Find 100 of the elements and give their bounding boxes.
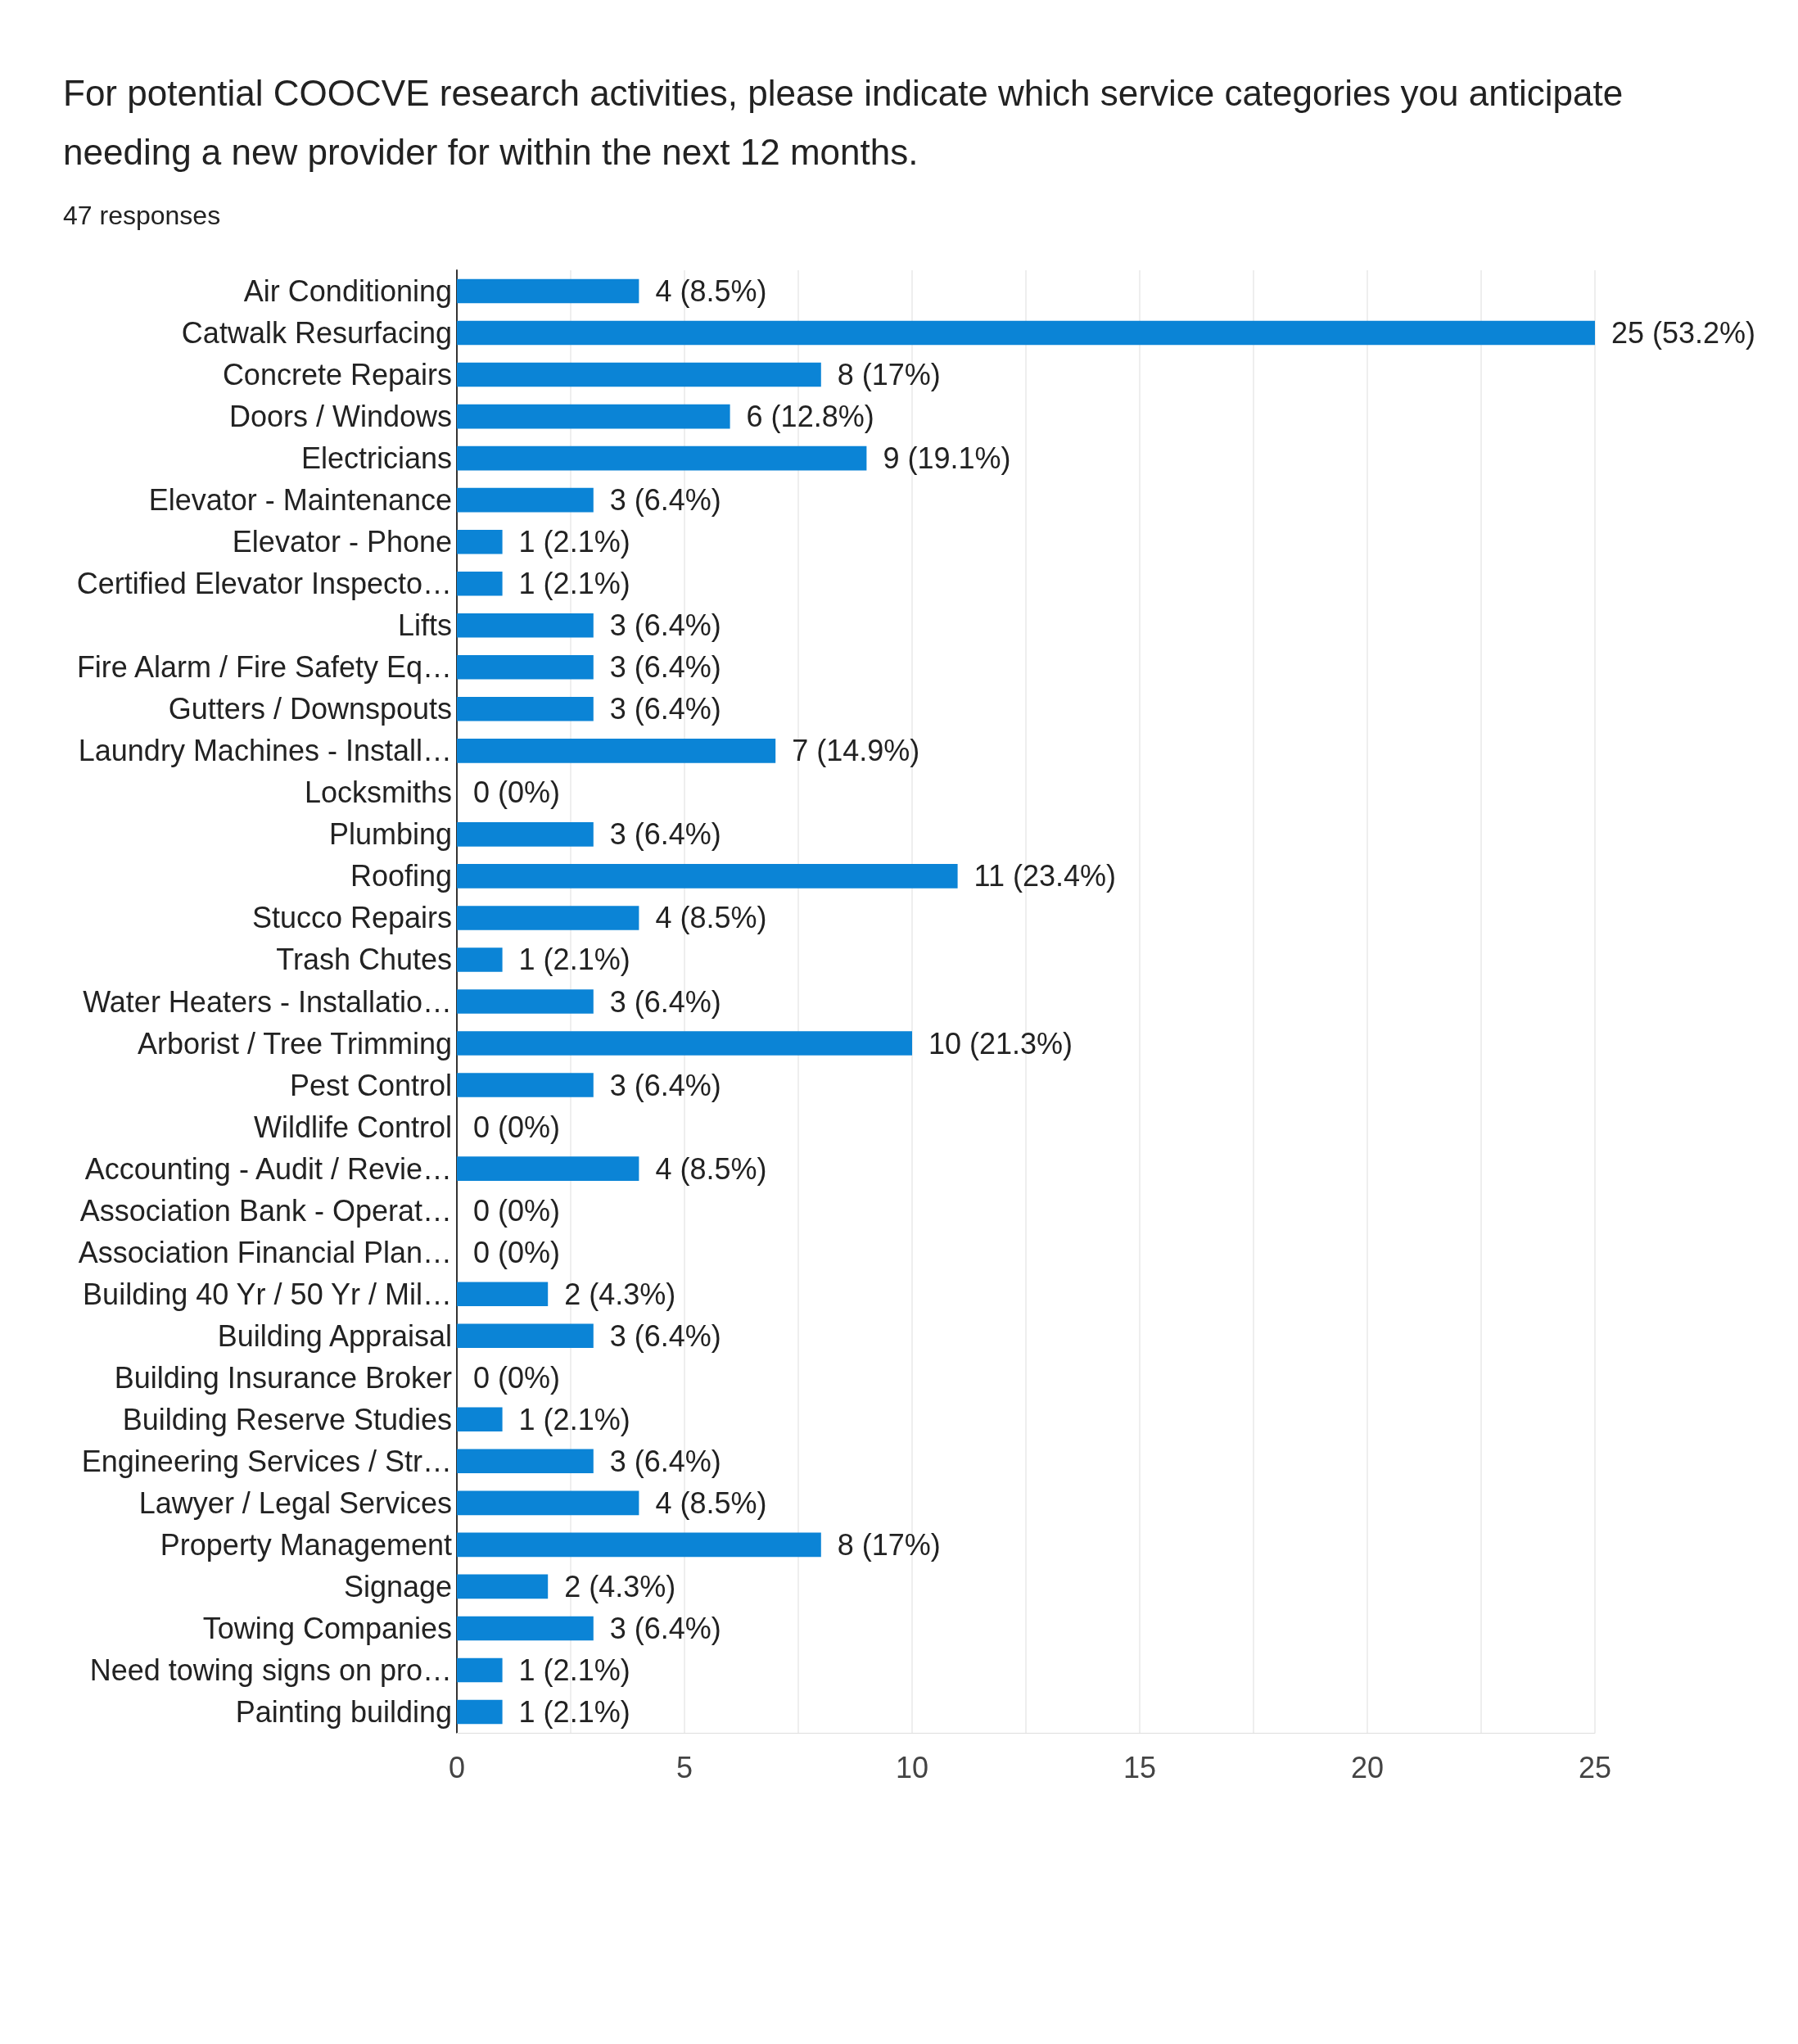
y-tick-label: Gutters / Downspouts — [168, 692, 452, 726]
x-tick-label: 20 — [1350, 1750, 1385, 1784]
data-label: 7 (14.9%) — [792, 734, 920, 768]
y-tick-label: Fire Alarm / Fire Safety Eq… — [76, 650, 452, 685]
y-tick-label: Building 40 Yr / 50 Yr / Mil… — [83, 1277, 452, 1311]
bar — [457, 1699, 503, 1725]
bar — [457, 1407, 503, 1432]
bar — [457, 1490, 639, 1516]
data-label: 3 (6.4%) — [609, 608, 721, 643]
text: 47 responses — [63, 201, 221, 230]
y-tick-label: Lawyer / Legal Services — [138, 1486, 452, 1520]
data-label: 1 (2.1%) — [518, 1402, 630, 1436]
data-label: 3 (6.4%) — [609, 817, 721, 852]
data-label: 4 (8.5%) — [655, 274, 767, 309]
bar — [457, 445, 867, 471]
data-label: 0 (0%) — [473, 1110, 561, 1144]
data-label: 4 (8.5%) — [655, 1151, 767, 1186]
bar — [457, 320, 1595, 346]
data-label: 0 (0%) — [473, 1360, 561, 1395]
y-tick-label: Elevator - Phone — [232, 525, 452, 559]
y-tick-label: Building Appraisal — [217, 1318, 452, 1353]
y-tick-label: Electricians — [300, 441, 452, 476]
data-label: 2 (4.3%) — [564, 1277, 676, 1311]
bar — [457, 864, 958, 889]
data-label: 6 (12.8%) — [746, 400, 874, 434]
bar — [457, 989, 594, 1014]
y-tick-label: Air Conditioning — [243, 274, 452, 309]
data-label: 3 (6.4%) — [609, 692, 721, 726]
data-label: 3 (6.4%) — [609, 984, 721, 1019]
y-tick-label: Water Heaters - Installatio… — [83, 984, 452, 1019]
y-tick-label: Wildlife Control — [253, 1110, 452, 1144]
data-label: 3 (6.4%) — [609, 1444, 721, 1478]
bar — [457, 1073, 594, 1097]
data-label: 3 (6.4%) — [609, 1611, 721, 1645]
bar — [457, 1282, 549, 1306]
y-tick-label: Roofing — [350, 859, 452, 893]
y-tick-label: Lifts — [397, 608, 452, 643]
y-tick-label: Catwalk Resurfacing — [181, 316, 452, 350]
y-tick-label: Elevator - Maintenance — [148, 483, 452, 518]
data-label: 1 (2.1%) — [518, 1694, 630, 1729]
bar — [457, 362, 821, 387]
bar — [457, 613, 594, 638]
y-tick-label: Property Management — [160, 1527, 452, 1562]
y-tick-label: Pest Control — [289, 1068, 452, 1102]
bar — [457, 1532, 821, 1558]
y-tick-label: Doors / Windows — [228, 400, 452, 434]
y-tick-label: Certified Elevator Inspecto… — [76, 567, 452, 601]
data-label: 25 (53.2%) — [1611, 316, 1756, 350]
y-tick-label: Painting building — [235, 1694, 452, 1729]
y-tick-label: Need towing signs on pro… — [89, 1653, 452, 1687]
data-label: 4 (8.5%) — [655, 1486, 767, 1520]
data-label: 8 (17%) — [837, 358, 941, 392]
bar — [457, 1156, 639, 1181]
bar — [457, 906, 639, 930]
data-label: 3 (6.4%) — [609, 650, 721, 685]
data-label: 1 (2.1%) — [518, 1653, 630, 1687]
bar — [457, 697, 594, 721]
x-tick-label: 0 — [448, 1750, 466, 1784]
data-label: 4 (8.5%) — [655, 901, 767, 935]
bar — [457, 487, 594, 513]
y-tick-label: Trash Chutes — [276, 943, 452, 977]
data-label: 3 (6.4%) — [609, 1318, 721, 1353]
bar — [457, 1574, 549, 1599]
y-tick-label: Engineering Services / Str… — [81, 1444, 452, 1478]
bar — [457, 739, 776, 763]
data-label: 1 (2.1%) — [518, 525, 630, 559]
data-label: 1 (2.1%) — [518, 567, 630, 601]
y-tick-label: Stucco Repairs — [251, 901, 452, 935]
y-tick-label: Association Financial Plan… — [78, 1235, 452, 1269]
x-tick-label: 15 — [1123, 1750, 1157, 1784]
y-tick-label: Signage — [343, 1569, 452, 1603]
y-tick-label: Plumbing — [328, 817, 452, 852]
y-tick-label: Building Insurance Broker — [114, 1360, 452, 1395]
y-tick-label: Laundry Machines - Install… — [78, 734, 452, 768]
x-tick-label: 10 — [895, 1750, 929, 1784]
y-tick-label: Towing Companies — [202, 1611, 452, 1645]
x-tick-label: 25 — [1578, 1750, 1612, 1784]
y-tick-label: Association Bank - Operat… — [79, 1193, 452, 1228]
data-label: 11 (23.4%) — [974, 859, 1117, 893]
data-label: 3 (6.4%) — [609, 483, 721, 518]
bar — [457, 947, 503, 972]
data-label: 3 (6.4%) — [609, 1068, 721, 1102]
y-tick-label: Building Reserve Studies — [122, 1402, 452, 1436]
y-tick-label: Concrete Repairs — [222, 358, 452, 392]
bar — [457, 1323, 594, 1349]
data-label: 0 (0%) — [473, 776, 561, 810]
y-tick-label: Accounting - Audit / Revie… — [84, 1151, 452, 1186]
data-label: 1 (2.1%) — [518, 943, 630, 977]
bar — [457, 1031, 912, 1056]
data-label: 10 (21.3%) — [928, 1026, 1073, 1060]
bar — [457, 1657, 503, 1683]
data-label: 2 (4.3%) — [564, 1569, 676, 1603]
bar — [457, 1449, 594, 1474]
bar — [457, 278, 639, 304]
data-label: 9 (19.1%) — [883, 441, 1011, 476]
chart-title: For potential COOCVE research activities, please indicate which service categories you anticipate needing a new provider for within the next 12 months. — [63, 72, 1633, 172]
data-label: 0 (0%) — [473, 1193, 561, 1228]
bar — [457, 529, 503, 554]
bar — [457, 404, 730, 429]
bar — [457, 654, 594, 680]
